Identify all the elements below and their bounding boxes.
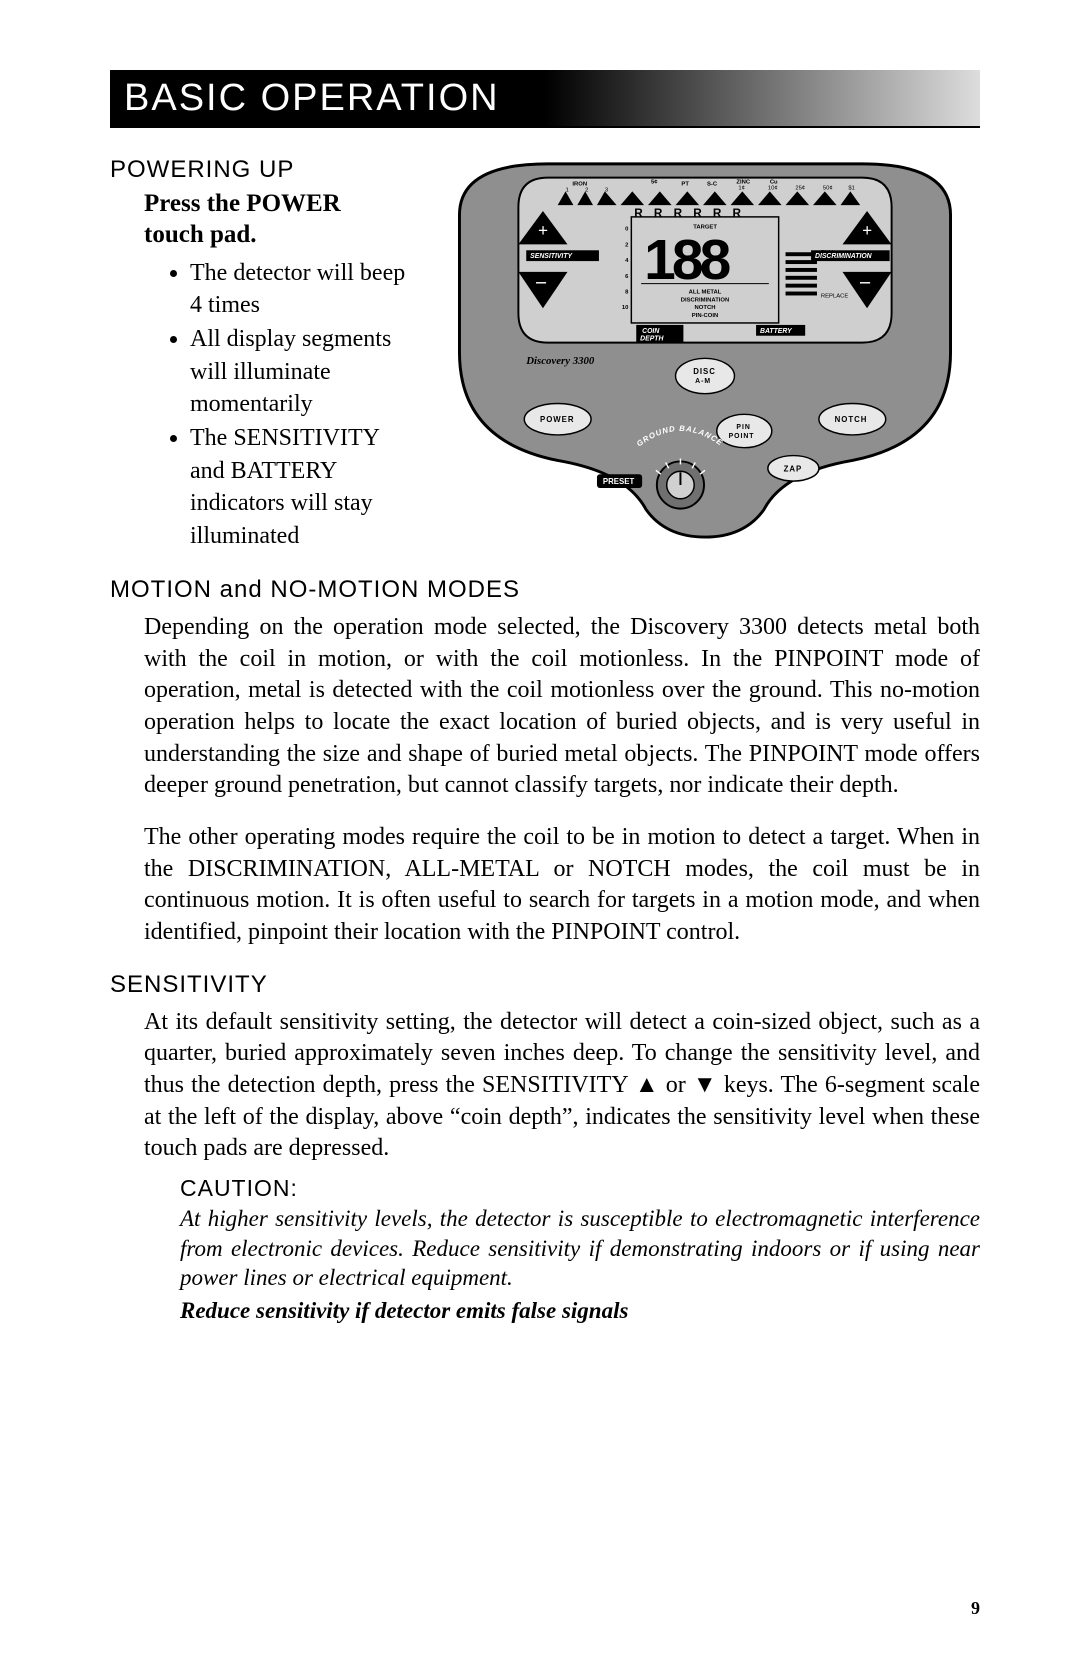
svg-text:PRESET: PRESET bbox=[603, 477, 635, 486]
svg-text:R: R bbox=[634, 207, 643, 220]
svg-text:+: + bbox=[538, 221, 548, 241]
powering-bullet: The SENSITIVITY and BATTERY indicators w… bbox=[190, 422, 410, 552]
caution-body: At higher sensitivity levels, the detect… bbox=[180, 1204, 980, 1292]
svg-text:R: R bbox=[713, 207, 722, 220]
svg-text:1¢: 1¢ bbox=[738, 185, 745, 191]
up-triangle-icon: ▲ bbox=[635, 1070, 659, 1102]
powering-bullet: All display segments will illuminate mom… bbox=[190, 323, 410, 420]
svg-text:1: 1 bbox=[566, 187, 569, 193]
svg-text:NOTCH: NOTCH bbox=[695, 305, 716, 311]
model-label: Discovery 3300 bbox=[525, 355, 595, 367]
powering-bullets: The detector will beep 4 times All displ… bbox=[144, 257, 410, 553]
svg-text:+: + bbox=[862, 221, 872, 241]
caution-block: CAUTION: At higher sensitivity levels, t… bbox=[110, 1175, 980, 1324]
motion-heading: MOTION and NO-MOTION MODES bbox=[110, 576, 980, 604]
svg-text:A-M: A-M bbox=[695, 378, 711, 385]
down-triangle-icon: ▼ bbox=[693, 1070, 717, 1102]
svg-text:R: R bbox=[654, 207, 663, 220]
svg-text:2: 2 bbox=[585, 187, 588, 193]
svg-text:–: – bbox=[859, 271, 870, 293]
replace-label: REPLACE bbox=[821, 293, 849, 299]
svg-text:R: R bbox=[693, 207, 702, 220]
sensitivity-heading: SENSITIVITY bbox=[110, 971, 980, 999]
powering-text: POWERING UP Press the POWER touch pad. T… bbox=[110, 156, 410, 554]
sensitivity-section: SENSITIVITY At its default sensitivity s… bbox=[110, 971, 980, 1325]
svg-text:50¢: 50¢ bbox=[823, 185, 833, 191]
lcd-number: 188 bbox=[644, 228, 729, 292]
svg-text:R: R bbox=[732, 207, 741, 220]
svg-text:POINT: POINT bbox=[729, 433, 755, 440]
svg-text:–: – bbox=[535, 271, 546, 293]
caution-heading: CAUTION: bbox=[180, 1175, 980, 1202]
header-bar: BASIC OPERATION bbox=[110, 70, 980, 128]
sens-text-b: or bbox=[659, 1072, 693, 1098]
svg-text:PIN: PIN bbox=[736, 424, 750, 431]
motion-p1: Depending on the operation mode selected… bbox=[110, 612, 980, 802]
svg-text:DISCRIMINATION: DISCRIMINATION bbox=[681, 297, 730, 303]
sensitivity-p: At its default sensitivity setting, the … bbox=[110, 1007, 980, 1165]
device-figure: IRON 5¢ PT S-C ZINC Cu 1 2 3 1¢ 10¢ 25¢ … bbox=[430, 156, 980, 554]
motion-section: MOTION and NO-MOTION MODES Depending on … bbox=[110, 576, 980, 949]
svg-text:ALL METAL: ALL METAL bbox=[689, 289, 722, 295]
svg-text:NOTCH: NOTCH bbox=[835, 415, 868, 424]
svg-text:S-C: S-C bbox=[707, 181, 718, 187]
svg-text:DISC: DISC bbox=[693, 367, 716, 376]
svg-text:PT: PT bbox=[681, 181, 689, 187]
page-number: 9 bbox=[971, 1598, 980, 1619]
powering-bullet: The detector will beep 4 times bbox=[190, 257, 410, 322]
powering-row: POWERING UP Press the POWER touch pad. T… bbox=[110, 156, 980, 554]
powering-bold1: Press the POWER bbox=[144, 188, 410, 219]
svg-text:$1: $1 bbox=[848, 185, 855, 191]
svg-text:10: 10 bbox=[622, 305, 629, 311]
svg-text:POWER: POWER bbox=[540, 415, 575, 424]
svg-text:COIN: COIN bbox=[642, 328, 660, 335]
svg-text:10¢: 10¢ bbox=[768, 185, 778, 191]
page-title: BASIC OPERATION bbox=[124, 77, 500, 120]
svg-text:BATTERY: BATTERY bbox=[760, 328, 793, 335]
svg-text:ZAP: ZAP bbox=[784, 464, 803, 473]
device-svg: IRON 5¢ PT S-C ZINC Cu 1 2 3 1¢ 10¢ 25¢ … bbox=[430, 156, 980, 539]
powering-bold2: touch pad. bbox=[144, 219, 410, 250]
svg-text:PIN-COIN: PIN-COIN bbox=[692, 313, 718, 319]
caution-final: Reduce sensitivity if detector emits fal… bbox=[180, 1298, 980, 1324]
svg-text:25¢: 25¢ bbox=[795, 185, 805, 191]
svg-text:DEPTH: DEPTH bbox=[640, 336, 664, 343]
motion-p2: The other operating modes require the co… bbox=[110, 822, 980, 949]
svg-text:R: R bbox=[674, 207, 683, 220]
discrimination-label: DISCRIMINATION bbox=[815, 253, 873, 260]
sensitivity-label: SENSITIVITY bbox=[530, 253, 573, 260]
powering-heading: POWERING UP bbox=[110, 156, 410, 184]
svg-text:5¢: 5¢ bbox=[651, 179, 658, 185]
